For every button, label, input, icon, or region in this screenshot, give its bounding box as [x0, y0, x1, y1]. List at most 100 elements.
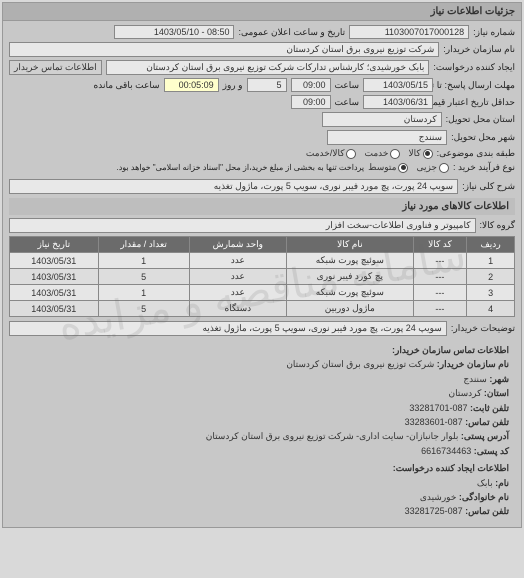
city-value: سنندج [327, 130, 447, 145]
table-cell: عدد [189, 285, 286, 301]
creator-label: ایجاد کننده درخواست: [433, 62, 515, 73]
col-1: کد کالا [413, 237, 467, 253]
table-cell: 1 [98, 253, 189, 269]
col-4: تعداد / مقدار [98, 237, 189, 253]
table-cell: 1 [98, 285, 189, 301]
contact-cphone: 087-33281725 [405, 506, 463, 516]
table-cell: --- [413, 269, 467, 285]
announce-date-value: 08:50 - 1403/05/10 [114, 25, 234, 39]
contact-org: شرکت توزیع نیروی برق استان کردستان [286, 359, 434, 369]
contact-fax: 087-33283601 [405, 417, 463, 427]
contact-section1-title: اطلاعات تماس سازمان خریدار: [15, 343, 509, 357]
table-cell: 2 [467, 269, 515, 285]
goods-table: ردیف کد کالا نام کالا واحد شمارش تعداد /… [9, 236, 515, 317]
table-cell: 3 [467, 285, 515, 301]
contact-family-label: نام خانوادگی: [459, 492, 509, 502]
table-cell: 1403/05/31 [10, 285, 99, 301]
process-option-1[interactable]: متوسط [368, 162, 408, 173]
table-row: 1---سوئیچ پورت شبکهعدد11403/05/31 [10, 253, 515, 269]
contact-family: خورشیدی [420, 492, 457, 502]
table-cell: پچ کورد فیبر نوری [287, 269, 414, 285]
remain-label: ساعت باقی مانده [94, 80, 160, 91]
contact-phone-label: تلفن ثابت: [470, 403, 509, 413]
table-cell: دستگاه [189, 301, 286, 317]
remain-value: 00:05:09 [164, 78, 219, 92]
contact-province-label: استان: [484, 388, 509, 398]
table-row: 3---سوئیچ پورت شبکهعدد11403/05/31 [10, 285, 515, 301]
contact-phone: 087-33281701 [409, 403, 467, 413]
days-value: 5 [247, 78, 287, 92]
province-value: کردستان [322, 112, 442, 127]
budget-option-1[interactable]: خدمت [364, 148, 400, 159]
valid-until-label: حداقل تاریخ اعتبار قیمت: تا تاریخ: [437, 97, 515, 108]
col-2: نام کالا [287, 237, 414, 253]
announce-date-label: تاریخ و ساعت اعلان عمومی: [238, 27, 345, 38]
valid-time: 09:00 [291, 95, 331, 109]
table-cell: عدد [189, 253, 286, 269]
contact-link[interactable]: اطلاعات تماس خریدار [9, 60, 102, 75]
table-header-row: ردیف کد کالا نام کالا واحد شمارش تعداد /… [10, 237, 515, 253]
table-cell: 5 [98, 269, 189, 285]
radio-icon [346, 149, 356, 159]
panel-body: شماره نیاز: 1103007017000128 تاریخ و ساع… [3, 21, 521, 527]
radio-icon [439, 163, 449, 173]
col-5: تاریخ نیاز [10, 237, 99, 253]
contact-city-label: شهر: [489, 374, 509, 384]
col-0: ردیف [467, 237, 515, 253]
table-cell: 4 [467, 301, 515, 317]
table-row: 4---ماژول دوربیندستگاه51403/05/31 [10, 301, 515, 317]
time-label-1: ساعت [335, 80, 360, 91]
city-label: شهر محل تحویل: [451, 132, 515, 143]
process-type-label: نوع فرآیند خرید : [453, 162, 515, 173]
creator-value: بابک خورشیدی؛ کارشناس تدارکات شرکت توزیع… [106, 60, 430, 75]
table-cell: 1 [467, 253, 515, 269]
contact-name-label: نام: [495, 478, 509, 488]
table-row: 2---پچ کورد فیبر نوریعدد51403/05/31 [10, 269, 515, 285]
contact-section2-title: اطلاعات ایجاد کننده درخواست: [15, 461, 509, 475]
contact-province: کردستان [449, 388, 482, 398]
contact-address: بلوار جانبازان- سایت اداری- شرکت توزیع ن… [206, 431, 459, 441]
main-panel: جزئیات اطلاعات نیاز شماره نیاز: 11030070… [2, 2, 522, 528]
goods-group-label: گروه کالا: [480, 220, 515, 231]
contact-org-label: نام سازمان خریدار: [437, 359, 509, 369]
contact-post-label: کد پستی: [474, 446, 509, 456]
province-label: استان محل تحویل: [446, 114, 515, 125]
request-no-value: 1103007017000128 [349, 25, 469, 39]
table-cell: 1403/05/31 [10, 253, 99, 269]
contact-name: بابک [477, 478, 493, 488]
buyer-name-value: شرکت توزیع نیروی برق استان کردستان [9, 42, 439, 57]
day-label: و روز [223, 80, 243, 91]
radio-icon [398, 163, 408, 173]
table-cell: سوئیچ پورت شبکه [287, 253, 414, 269]
table-cell: 1403/05/31 [10, 301, 99, 317]
process-option-0[interactable]: جزیی [416, 162, 449, 173]
buyer-note-value: سویپ 24 پورت، پچ مورد فیبر نوری، سویپ 5 … [9, 321, 447, 336]
process-radio-group: جزیی متوسط [368, 162, 449, 173]
budget-option-2[interactable]: کالا/خدمت [306, 148, 357, 159]
contact-section: اطلاعات تماس سازمان خریدار: نام سازمان خ… [9, 339, 515, 523]
buyer-name-label: نام سازمان خریدار: [443, 44, 515, 55]
goods-info-title: اطلاعات کالاهای مورد نیاز [9, 198, 515, 215]
table-cell: --- [413, 285, 467, 301]
desc-label: شرح کلی نیاز: [462, 181, 515, 192]
contact-fax-label: تلفن تماس: [465, 417, 509, 427]
buyer-note-label: توضیحات خریدار: [451, 323, 515, 334]
table-cell: 1403/05/31 [10, 269, 99, 285]
contact-cphone-label: تلفن تماس: [465, 506, 509, 516]
table-cell: عدد [189, 269, 286, 285]
request-no-label: شماره نیاز: [473, 27, 515, 38]
send-deadline-label: مهلت ارسال پاسخ: تا تاریخ: [437, 80, 515, 91]
time-label-2: ساعت [335, 97, 360, 108]
panel-title: جزئیات اطلاعات نیاز [3, 3, 521, 21]
valid-date: 1403/06/31 [363, 95, 433, 109]
table-cell: 5 [98, 301, 189, 317]
contact-post: 6616734463 [421, 446, 471, 456]
send-time: 09:00 [291, 78, 331, 92]
table-cell: ماژول دوربین [287, 301, 414, 317]
budget-type-label: طبقه بندی موضوعی: [437, 148, 515, 159]
contact-address-label: آدرس پستی: [461, 431, 509, 441]
budget-option-0[interactable]: کالا [408, 148, 432, 159]
radio-icon [423, 149, 433, 159]
radio-icon [390, 149, 400, 159]
budget-radio-group: کالا خدمت کالا/خدمت [306, 148, 433, 159]
